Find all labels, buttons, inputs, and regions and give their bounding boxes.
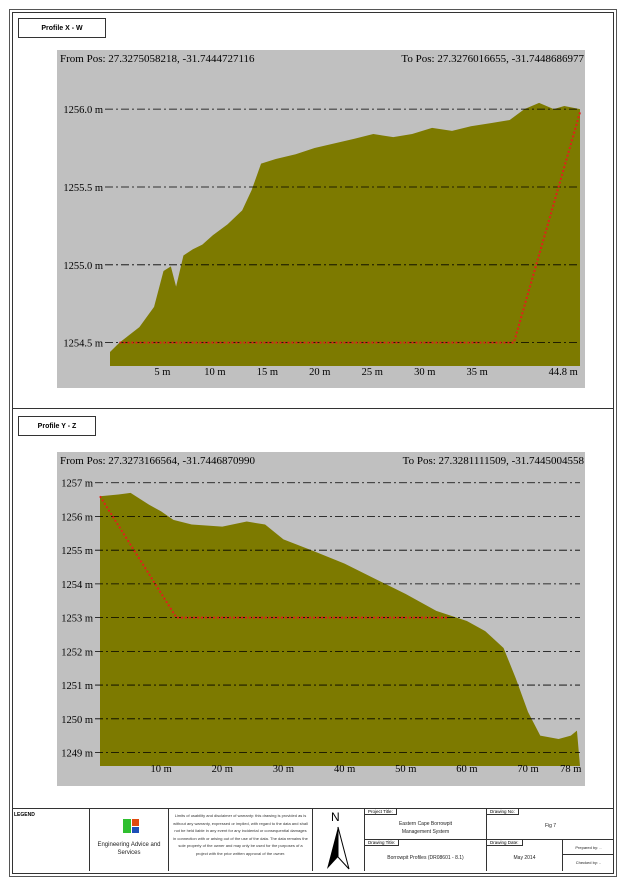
from-position: From Pos: 27.3273166564, -31.7446870990	[60, 455, 255, 467]
x-tick-label: 78 m	[560, 764, 581, 775]
y-tick-label: 1252 m	[61, 647, 93, 658]
north-label: N	[331, 810, 340, 824]
profile-label: Profile X - W	[18, 18, 106, 38]
terrain-area	[100, 492, 580, 766]
drawing-date-tag: Drawing Date:	[487, 840, 523, 846]
drawing-date-cell: Drawing Date: May 2014	[487, 840, 563, 871]
panel-divider	[12, 408, 614, 409]
y-tick-label: 1256 m	[61, 512, 93, 523]
x-tick-label: 60 m	[456, 764, 477, 775]
x-tick-label: 50 m	[395, 764, 416, 775]
y-tick-label: 1254 m	[61, 580, 93, 591]
y-tick-label: 1254.5 m	[63, 339, 103, 350]
disclaimer-text: Limits of usability and disclaimer of wa…	[169, 809, 313, 871]
north-arrow-cell: N	[313, 809, 365, 871]
x-tick-label: 70 m	[517, 764, 538, 775]
company-name: Engineering Advice and Services	[97, 842, 161, 856]
y-tick-label: 1253 m	[61, 614, 93, 625]
y-tick-label: 1249 m	[61, 749, 93, 760]
drawing-title-tag: Drawing Title:	[365, 840, 400, 846]
x-tick-label: 35 m	[467, 367, 488, 378]
profile-label: Profile Y - Z	[18, 416, 96, 436]
project-title-tag: Project Title:	[365, 809, 397, 815]
north-arrow-icon	[327, 826, 350, 870]
page-border-outer	[9, 9, 617, 877]
y-tick-label: 1256.0 m	[63, 105, 103, 116]
title-block: LEGEND Engineering Advice and Services L…	[12, 808, 614, 871]
y-tick-label: 1257 m	[61, 479, 93, 490]
company-logo-icon	[123, 819, 139, 833]
y-tick-label: 1255 m	[61, 546, 93, 557]
project-title: Eastern Cape Borrowpit Management System	[398, 821, 453, 835]
y-tick-label: 1250 m	[61, 715, 93, 726]
x-tick-label: 20 m	[212, 764, 233, 775]
profile-chart-yz: From Pos: 27.3273166564, -31.7446870990 T…	[57, 452, 585, 786]
y-tick-label: 1251 m	[61, 681, 93, 692]
x-tick-label: 5 m	[154, 367, 170, 378]
page-border-inner	[12, 12, 614, 874]
x-tick-label: 15 m	[257, 367, 278, 378]
drawing-date: May 2014	[513, 855, 536, 861]
legend-label: LEGEND	[14, 812, 35, 818]
x-tick-label: 40 m	[334, 764, 355, 775]
x-tick-label: 10 m	[204, 367, 225, 378]
design-level-line	[99, 495, 449, 619]
x-tick-label: 30 m	[414, 367, 435, 378]
from-position: From Pos: 27.3275058218, -31.7444727116	[60, 53, 255, 65]
drawing-no-cell: Drawing No: Fig 7	[487, 809, 614, 840]
x-tick-label: 44.8 m	[549, 367, 578, 378]
checked-by: Checked by: ..	[575, 860, 602, 865]
legend-cell: LEGEND	[12, 809, 90, 871]
checked-by-cell: Checked by: ..	[563, 855, 614, 871]
company-logo-cell: Engineering Advice and Services	[90, 809, 169, 871]
prepared-by: Prepared by: ..	[575, 845, 602, 850]
y-tick-label: 1255.5 m	[63, 183, 103, 194]
drawing-no-tag: Drawing No:	[487, 809, 519, 815]
profile-chart-xw: From Pos: 27.3275058218, -31.7444727116 T…	[57, 50, 585, 388]
y-tick-label: 1255.0 m	[63, 261, 103, 272]
project-title-cell: Project Title: Eastern Cape Borrowpit Ma…	[365, 809, 487, 840]
x-tick-label: 20 m	[309, 367, 330, 378]
x-tick-label: 10 m	[150, 764, 171, 775]
to-position: To Pos: 27.3281111509, -31.7445004558	[403, 455, 585, 467]
prepared-by-cell: Prepared by: ..	[563, 840, 614, 855]
drawing-title: Borrowpit Profiles (DR08601 - 8.1)	[387, 855, 464, 861]
drawing-title-cell: Drawing Title: Borrowpit Profiles (DR086…	[365, 840, 487, 871]
drawing-no: Fig 7	[544, 823, 557, 829]
x-tick-label: 25 m	[362, 367, 383, 378]
terrain-area	[110, 102, 580, 366]
to-position: To Pos: 27.3276016655, -31.7448686977	[401, 53, 584, 65]
x-tick-label: 30 m	[273, 764, 294, 775]
